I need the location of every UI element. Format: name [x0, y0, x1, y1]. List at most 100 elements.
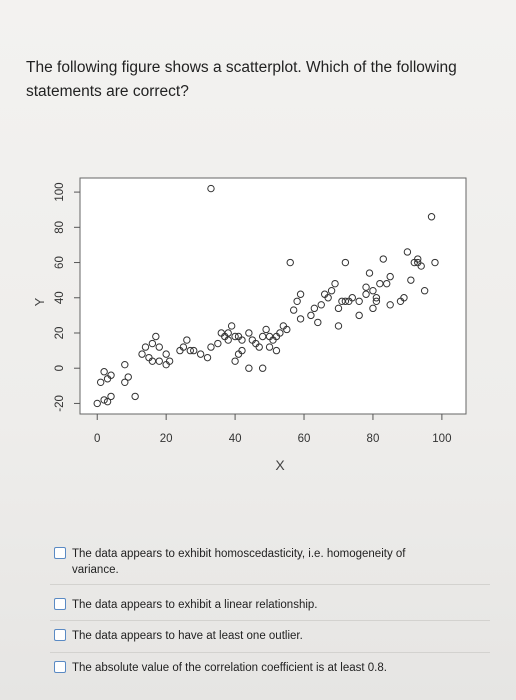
- divider: [50, 620, 490, 621]
- data-point: [179, 343, 188, 351]
- data-point: [403, 248, 412, 256]
- checkbox-homoscedasticity[interactable]: [54, 547, 66, 559]
- data-point: [138, 350, 146, 358]
- data-point: [121, 378, 129, 386]
- data-point: [234, 350, 243, 358]
- y-tick-label: 40: [54, 291, 66, 304]
- data-point: [272, 346, 281, 355]
- x-tick-label: 60: [298, 433, 311, 445]
- data-point: [231, 357, 239, 365]
- data-point: [348, 294, 356, 302]
- data-point: [258, 364, 267, 372]
- data-point: [289, 306, 298, 314]
- x-tick-label: 20: [160, 433, 173, 445]
- data-point: [203, 353, 212, 362]
- y-tick-label: 80: [54, 221, 66, 234]
- data-point: [165, 357, 174, 365]
- data-point: [107, 392, 115, 401]
- data-point: [155, 357, 163, 365]
- x-axis: 0 20 40 60 80 100: [94, 414, 451, 445]
- data-point: [383, 279, 391, 288]
- data-point: [314, 318, 322, 327]
- data-point: [355, 311, 363, 320]
- data-point: [155, 343, 163, 351]
- option-label: The absolute value of the correlation co…: [72, 662, 387, 674]
- data-point: [365, 269, 374, 277]
- data-point: [341, 297, 350, 305]
- data-point: [276, 329, 284, 337]
- data-point: [196, 350, 205, 358]
- data-point: [324, 294, 332, 302]
- data-point: [224, 329, 232, 337]
- x-axis-label: X: [275, 457, 285, 473]
- data-point: [327, 287, 336, 295]
- y-tick-label: 20: [54, 327, 66, 340]
- data-point: [296, 290, 305, 298]
- option-label: The data appears to exhibit a linear rel…: [72, 599, 318, 611]
- data-point: [124, 373, 132, 381]
- data-point: [238, 336, 246, 344]
- checkbox-linear-relationship[interactable]: [54, 598, 66, 610]
- data-point: [427, 213, 436, 221]
- y-tick-label: 100: [54, 182, 66, 201]
- data-point: [262, 325, 270, 334]
- data-point: [414, 258, 422, 267]
- option-label: The data appears to have at least one ou…: [72, 630, 303, 642]
- data-point: [400, 294, 408, 302]
- data-point: [107, 371, 115, 379]
- data-point: [372, 294, 381, 302]
- checkbox-outlier[interactable]: [54, 629, 66, 641]
- data-point: [152, 332, 160, 341]
- data-point: [227, 322, 236, 330]
- data-point: [310, 304, 319, 313]
- y-axis-label: Y: [32, 297, 47, 306]
- data-point: [283, 325, 291, 334]
- data-point: [369, 304, 377, 313]
- data-point: [93, 399, 101, 408]
- scatterplot: 0 20 40 60 80 100 -20 0 20 40 60 80 100 X Y: [30, 160, 480, 490]
- data-point: [362, 290, 370, 298]
- data-point: [231, 332, 239, 341]
- divider: [50, 584, 490, 585]
- data-point: [131, 392, 139, 401]
- data-point: [245, 329, 253, 337]
- data-point: [334, 304, 343, 313]
- data-point: [334, 322, 343, 330]
- data-point: [121, 360, 129, 369]
- data-point: [207, 184, 215, 193]
- data-point: [103, 397, 112, 406]
- data-point: [162, 350, 170, 358]
- x-tick-label: 40: [229, 433, 242, 445]
- data-point: [183, 336, 191, 344]
- data-point: [362, 283, 370, 291]
- data-point: [386, 301, 394, 309]
- data-point: [207, 343, 215, 351]
- data-point: [379, 255, 387, 263]
- data-point: [372, 297, 381, 305]
- data-point: [224, 336, 232, 344]
- data-point: [214, 339, 222, 348]
- question-text: The following figure shows a scatterplot…: [26, 59, 457, 100]
- y-axis: -20 0 20 40 60 80 100: [54, 182, 80, 412]
- data-point: [407, 276, 415, 284]
- data-point: [286, 258, 294, 267]
- data-point: [386, 272, 394, 281]
- y-tick-label: -20: [54, 395, 66, 412]
- scatterplot-svg: 0 20 40 60 80 100 -20 0 20 40 60 80 100 X Y: [32, 177, 467, 473]
- data-point: [293, 297, 301, 305]
- y-tick-label: 60: [54, 256, 66, 269]
- data-point: [190, 346, 198, 355]
- data-point: [355, 297, 363, 305]
- checkbox-correlation[interactable]: [54, 661, 66, 673]
- data-point: [341, 258, 350, 267]
- data-point: [265, 343, 274, 351]
- x-tick-label: 0: [94, 433, 100, 445]
- data-point: [369, 287, 377, 295]
- data-point: [414, 255, 422, 263]
- data-point: [186, 346, 194, 355]
- y-tick-label: 0: [54, 365, 66, 371]
- data-point: [331, 279, 339, 288]
- data-point: [100, 396, 108, 404]
- x-tick-label: 80: [367, 433, 380, 445]
